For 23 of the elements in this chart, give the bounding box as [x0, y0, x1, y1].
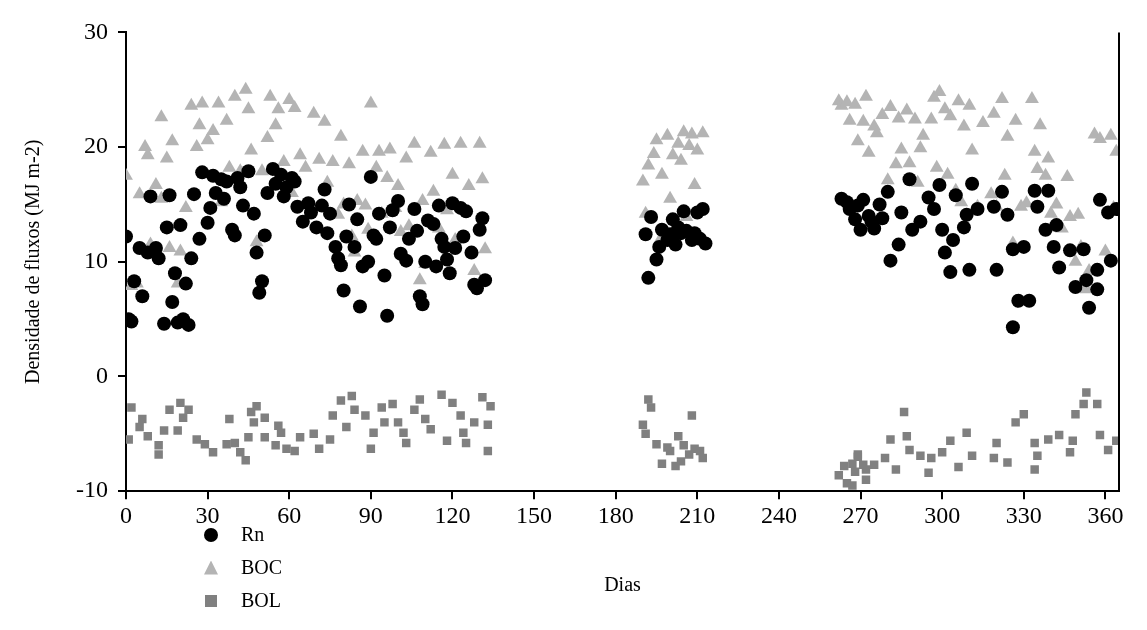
- x-tick-label: 360: [1087, 501, 1124, 528]
- x-tick-label: 300: [924, 501, 961, 528]
- x-tick-label: 120: [434, 501, 471, 528]
- x-tick-label: 30: [195, 501, 220, 528]
- x-tick-label: 210: [679, 501, 716, 528]
- y-tick-label: 0: [95, 361, 108, 388]
- y-axis-title: Densidade de fluxos (MJ m-2): [21, 139, 45, 384]
- legend-label: Rn: [241, 522, 265, 547]
- x-tick-label: 180: [597, 501, 634, 528]
- y-tick-label: 20: [83, 132, 108, 159]
- y-tick-label: 30: [83, 17, 108, 44]
- x-axis-title: Dias: [604, 573, 642, 596]
- x-tick-label: 240: [760, 501, 797, 528]
- legend-label: BOC: [241, 555, 283, 580]
- y-tick-label: -10: [75, 476, 108, 503]
- x-tick-label: 270: [842, 501, 879, 528]
- x-tick-label: 0: [119, 501, 132, 528]
- x-tick-label: 150: [516, 501, 553, 528]
- x-tick-label: 60: [277, 501, 302, 528]
- y-tick-label: 10: [83, 247, 108, 274]
- x-tick-label: 90: [358, 501, 383, 528]
- legend-label: BOL: [241, 588, 281, 613]
- x-tick-label: 330: [1005, 501, 1042, 528]
